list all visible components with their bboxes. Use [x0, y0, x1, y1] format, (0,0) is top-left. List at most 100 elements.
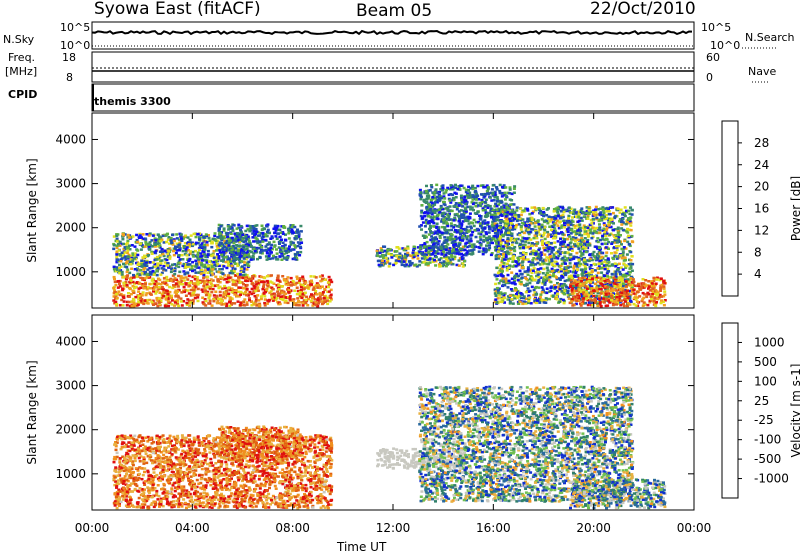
- data-cell: [257, 299, 261, 302]
- data-cell: [553, 287, 557, 290]
- data-cell: [585, 240, 589, 244]
- data-cell: [201, 301, 205, 304]
- beam-label: Beam 05: [356, 1, 433, 21]
- data-cell: [588, 257, 592, 260]
- data-cell: [193, 268, 197, 272]
- data-cell: [264, 245, 268, 248]
- data-cell: [156, 264, 160, 267]
- data-cell: [465, 236, 469, 239]
- data-cell: [252, 290, 256, 293]
- data-cell: [580, 207, 584, 210]
- data-cell: [476, 240, 480, 243]
- data-cell: [295, 256, 299, 260]
- data-cell: [525, 238, 529, 242]
- data-cell: [442, 195, 446, 198]
- data-cell: [488, 237, 492, 241]
- data-cell: [318, 295, 322, 299]
- data-cell: [616, 231, 620, 234]
- data-cell: [225, 247, 229, 250]
- data-cell: [330, 280, 334, 284]
- data-cell: [273, 245, 277, 248]
- data-cell: [197, 258, 201, 261]
- data-cell: [113, 277, 116, 281]
- data-cell: [246, 235, 250, 238]
- data-cell: [171, 286, 175, 290]
- data-cell: [617, 235, 621, 238]
- data-cell: [586, 244, 590, 247]
- data-cell: [275, 284, 279, 287]
- data-cell: [285, 279, 289, 282]
- data-cell: [422, 260, 426, 264]
- data-cell: [142, 286, 146, 290]
- data-cell: [450, 252, 454, 255]
- data-cell: [484, 204, 488, 208]
- data-cell: [570, 228, 574, 232]
- data-cell: [166, 279, 170, 282]
- data-cell: [276, 274, 280, 277]
- data-cell: [220, 253, 224, 256]
- data-cell: [516, 294, 520, 297]
- data-cell: [456, 187, 460, 191]
- data-cell: [237, 226, 241, 229]
- data-cell: [471, 221, 475, 225]
- data-cell: [511, 210, 515, 214]
- data-cell: [191, 302, 195, 305]
- data-cell: [439, 257, 443, 260]
- data-cell: [291, 300, 295, 304]
- data-cell: [573, 224, 577, 228]
- data-cell: [139, 296, 143, 299]
- data-cell: [511, 260, 515, 263]
- data-cell: [409, 263, 413, 266]
- data-cell: [596, 208, 600, 211]
- data-cell: [200, 242, 204, 245]
- data-cell: [481, 220, 485, 223]
- data-cell: [470, 201, 474, 204]
- data-cell: [126, 233, 130, 237]
- data-cell: [213, 263, 217, 267]
- data-cell: [579, 243, 583, 246]
- data-cell: [490, 214, 494, 217]
- data-cell: [586, 259, 590, 262]
- data-cell: [117, 290, 121, 293]
- data-cell: [524, 226, 528, 229]
- data-cell: [434, 255, 438, 259]
- data-cell: [173, 276, 177, 280]
- data-cell: [532, 267, 536, 270]
- data-cell: [612, 295, 616, 299]
- data-cell: [618, 300, 622, 304]
- data-cell: [139, 262, 143, 265]
- data-cell: [394, 261, 398, 265]
- data-cell: [559, 216, 563, 219]
- data-cell: [258, 243, 262, 247]
- data-cell: [458, 252, 462, 256]
- data-cell: [175, 249, 179, 252]
- data-cell: [231, 278, 235, 282]
- data-cell: [162, 268, 166, 271]
- data-cell: [421, 234, 425, 237]
- data-cell: [168, 247, 172, 250]
- data-cell: [292, 231, 295, 234]
- data-cell: [438, 194, 442, 198]
- data-cell: [249, 279, 253, 282]
- data-cell: [434, 237, 437, 241]
- data-cell: [213, 232, 217, 235]
- data-cell: [533, 206, 537, 209]
- data-cell: [283, 238, 287, 242]
- data-cell: [542, 299, 546, 302]
- data-cell: [254, 300, 258, 303]
- data-cell: [459, 203, 463, 206]
- data-cell: [166, 252, 170, 256]
- data-cell: [114, 297, 118, 300]
- data-cell: [215, 283, 219, 287]
- data-cell: [288, 226, 292, 229]
- data-cell: [380, 263, 383, 267]
- data-cell: [479, 184, 483, 187]
- data-cell: [216, 235, 220, 239]
- data-cell: [547, 256, 550, 260]
- data-cell: [580, 237, 584, 240]
- data-cell: [216, 262, 220, 266]
- data-cell: [263, 276, 267, 280]
- data-cell: [400, 263, 404, 267]
- data-cell: [444, 261, 448, 265]
- data-cell: [246, 228, 250, 231]
